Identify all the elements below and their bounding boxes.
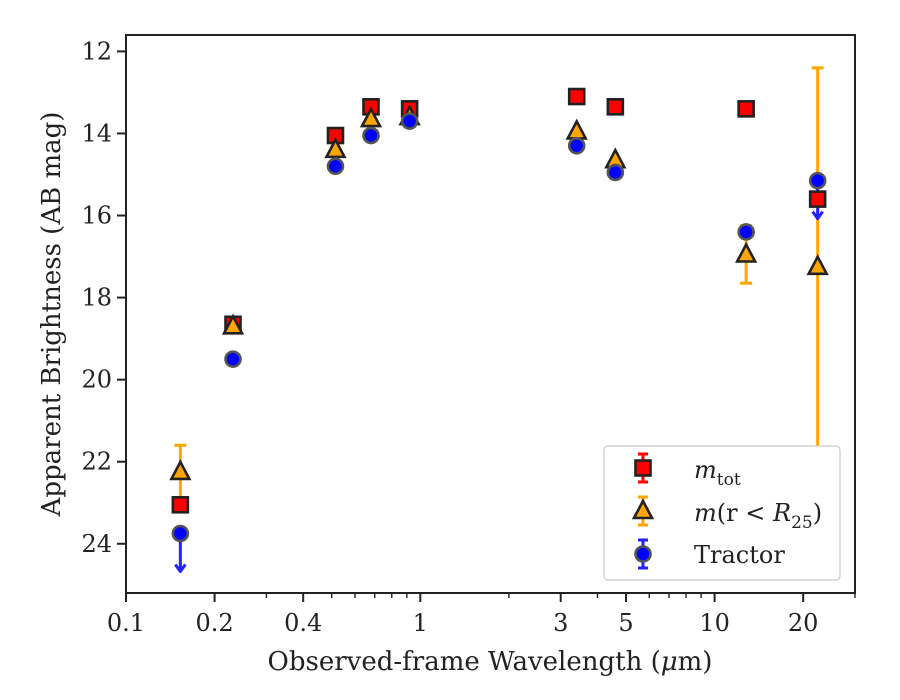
y-tick-label: 22	[81, 448, 112, 476]
x-tick-label: 20	[788, 609, 819, 637]
plot-frame	[125, 34, 856, 594]
data-point-triangle	[565, 118, 588, 140]
y-tick-label: 18	[81, 284, 112, 312]
y-tick-label: 24	[81, 530, 112, 558]
legend-label-m-r25: m(r < R25)	[694, 499, 822, 533]
data-point-circle	[362, 126, 380, 145]
data-point-circle	[171, 524, 190, 543]
data-point-triangle	[221, 313, 245, 335]
data-point-triangle	[806, 254, 829, 276]
legend: mtot m(r < R25) Tractor	[603, 445, 841, 581]
data-point-circle	[400, 112, 419, 130]
x-tick-label: 5	[618, 609, 633, 637]
upper-limit-arrowhead	[811, 210, 824, 221]
data-point-triangle	[734, 241, 758, 263]
y-tick-label: 16	[81, 202, 112, 230]
data-point-circle	[606, 163, 625, 182]
y-tick-label: 20	[81, 366, 112, 394]
data-point-circle	[808, 171, 827, 190]
x-tick-label: 0.4	[284, 609, 322, 637]
y-tick-label: 12	[81, 37, 112, 65]
legend-marker-square	[634, 459, 652, 477]
data-point-triangle	[359, 106, 383, 128]
data-points	[169, 87, 829, 543]
x-axis-label: Observed-frame Wavelength (μm)	[268, 647, 713, 677]
x-tick-label: 3	[553, 609, 568, 637]
upper-limit-arrowhead	[174, 563, 187, 574]
legend-marker-circle	[634, 545, 652, 563]
data-point-triangle	[169, 459, 192, 481]
y-tick-label: 14	[81, 119, 112, 147]
data-point-circle	[326, 157, 345, 176]
data-point-circle	[737, 223, 755, 241]
x-tick-label: 0.2	[196, 609, 234, 637]
y-axis-label: Apparent Brightness (AB mag)	[37, 112, 67, 518]
legend-marker-triangle	[631, 498, 655, 520]
legend-label-tractor: Tractor	[694, 541, 785, 569]
legend-label-mtot: mtot	[694, 456, 741, 490]
data-point-square	[737, 100, 755, 118]
data-point-triangle	[324, 137, 347, 159]
data-point-square	[606, 98, 625, 116]
data-point-square	[808, 190, 827, 208]
x-tick-label: 0.1	[107, 609, 145, 637]
data-point-circle	[224, 350, 242, 368]
x-tick-label: 1	[413, 609, 428, 637]
legend-box	[603, 445, 841, 581]
data-point-square	[567, 87, 586, 106]
legend-markers	[631, 452, 655, 570]
tick-labels: 0.1 0.2 0.4 1 3 5 10 20 12 14 16 18 20 22 24	[81, 37, 818, 637]
data-point-square	[171, 495, 190, 514]
x-tick-label: 10	[699, 609, 730, 637]
data-point-circle	[567, 136, 586, 155]
